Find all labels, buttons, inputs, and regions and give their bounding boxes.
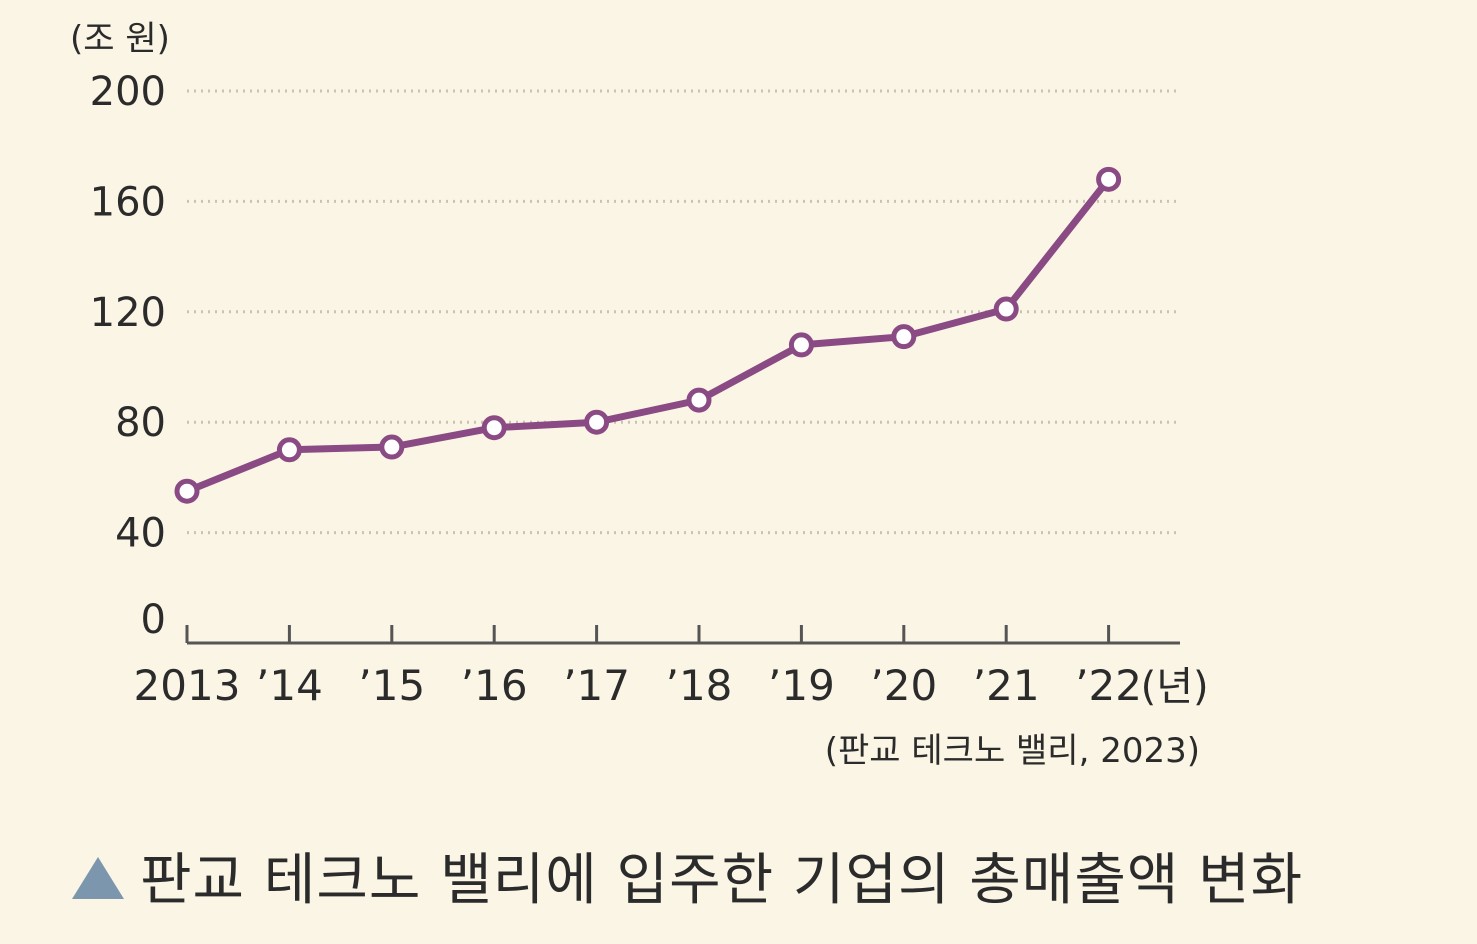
x-tick-label: ’21 xyxy=(973,661,1040,710)
data-point xyxy=(993,296,1019,322)
source-label: (판교 테크노 밸리, 2023) xyxy=(825,731,1200,771)
data-point xyxy=(788,332,814,358)
data-points xyxy=(174,166,1122,504)
x-axis-unit-label: (년) xyxy=(1141,664,1209,710)
figure-caption: 판교 테크노 밸리에 입주한 기업의 총매출액 변화 xyxy=(72,830,1303,920)
line-chart: (조 원) 0 40 80 120 160 200 2013 ’14 ’15 ’16 ’17 ’18… xyxy=(70,19,1209,771)
x-tick-label: ’18 xyxy=(666,661,733,710)
x-tick-label: ’20 xyxy=(870,661,937,710)
series-line xyxy=(183,175,1113,495)
x-tick-label: ’14 xyxy=(256,661,323,710)
data-point xyxy=(584,409,610,435)
data-point xyxy=(276,437,302,463)
x-tick-label: ’17 xyxy=(563,661,630,710)
data-point xyxy=(379,434,405,460)
y-tick-label: 40 xyxy=(115,511,166,557)
caption-text: 판교 테크노 밸리에 입주한 기업의 총매출액 변화 xyxy=(140,847,1304,913)
x-tick-label: ’15 xyxy=(358,661,425,710)
gridlines xyxy=(187,89,1180,535)
x-tick-label: ’19 xyxy=(768,661,835,710)
y-tick-label: 120 xyxy=(90,290,166,336)
data-point xyxy=(1096,166,1122,192)
data-point xyxy=(686,387,712,413)
data-point xyxy=(891,324,917,350)
y-axis-unit-label: (조 원) xyxy=(70,19,170,59)
y-axis-ticks: 0 40 80 120 160 200 xyxy=(90,69,166,643)
x-tick-label: 2013 xyxy=(134,661,241,710)
data-point xyxy=(481,415,507,441)
triangle-up-icon xyxy=(72,857,124,899)
y-tick-label: 200 xyxy=(90,69,166,115)
x-axis-ticks: 2013 ’14 ’15 ’16 ’17 ’18 ’19 ’20 ’21 ’22 xyxy=(134,625,1142,710)
x-tick-label: ’16 xyxy=(461,661,528,710)
x-tick-label: ’22 xyxy=(1075,661,1142,710)
data-point xyxy=(174,478,200,504)
y-tick-label: 0 xyxy=(141,597,166,643)
y-tick-label: 160 xyxy=(90,179,166,225)
y-tick-label: 80 xyxy=(115,400,166,446)
